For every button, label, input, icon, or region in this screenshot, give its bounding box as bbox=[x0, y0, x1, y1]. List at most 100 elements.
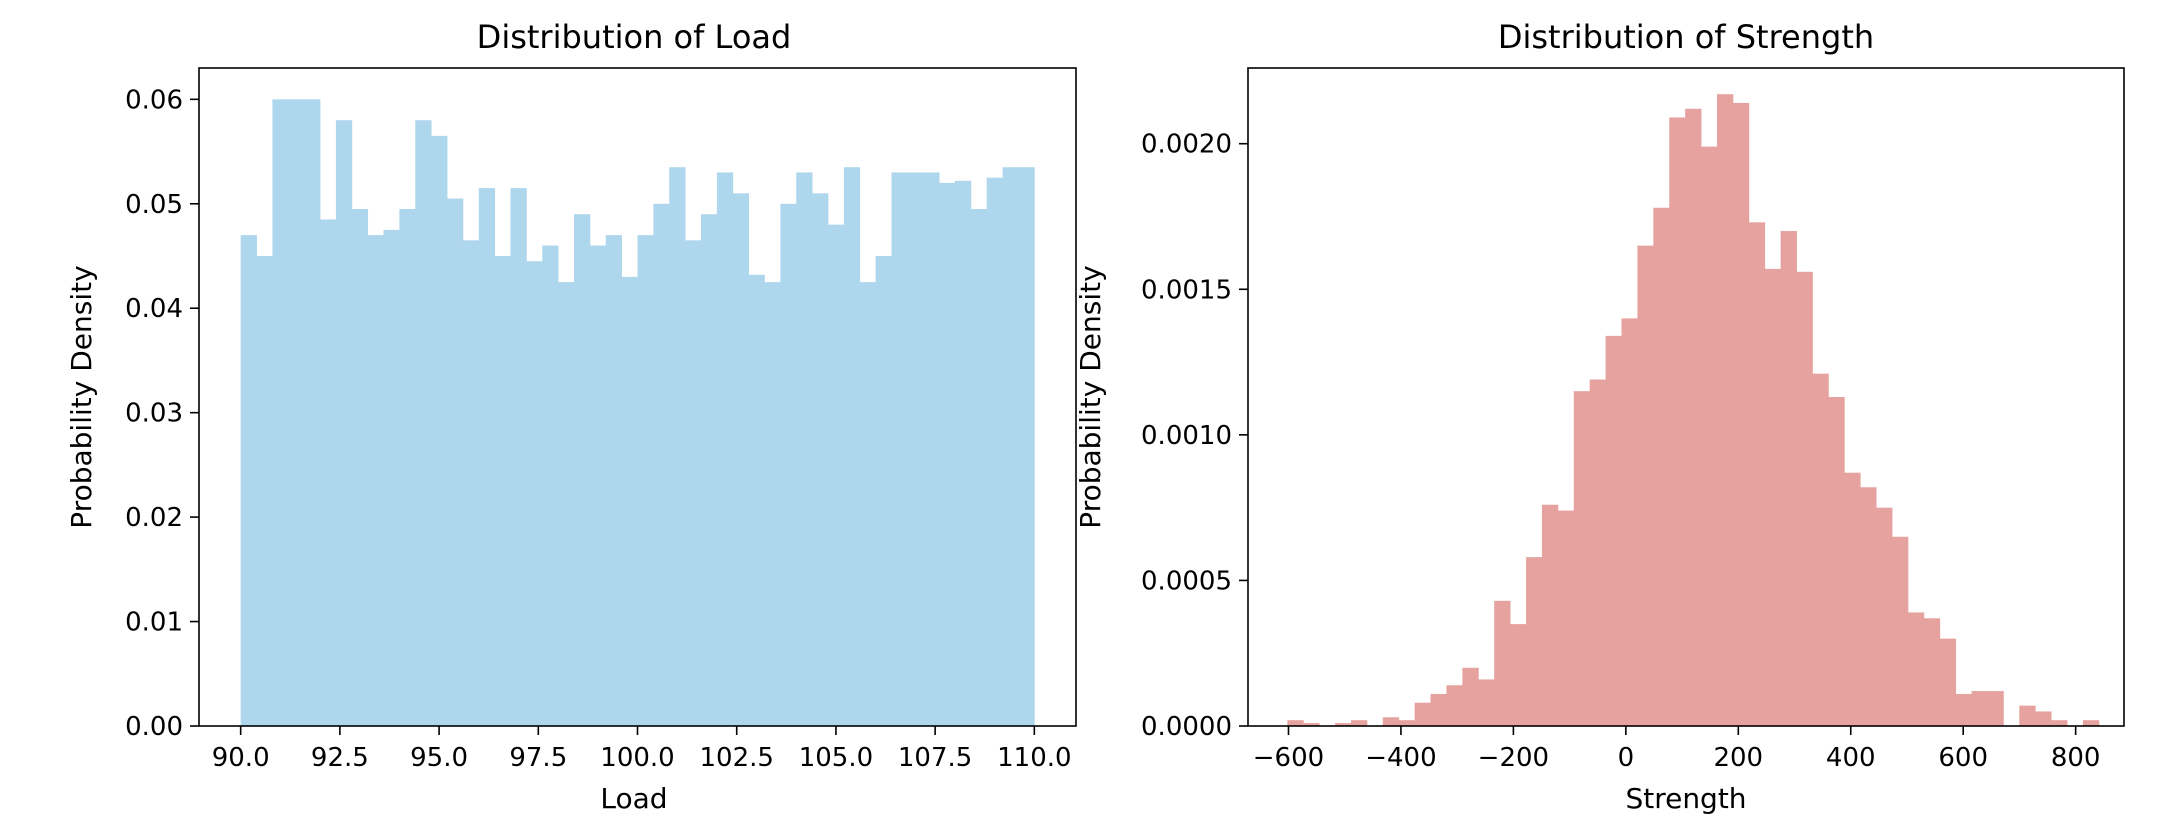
load-histogram-bar bbox=[256, 256, 273, 726]
load-x-tick-label: 90.0 bbox=[212, 743, 270, 773]
strength-histogram-bar bbox=[1382, 717, 1400, 726]
load-histogram-bar bbox=[605, 235, 623, 727]
load-histogram-bar bbox=[1002, 167, 1019, 727]
load-histogram-bar bbox=[320, 219, 337, 726]
strength-histogram-bar bbox=[1716, 94, 1734, 726]
load-histogram-panel: Distribution of Load 0.000.010.020.030.0… bbox=[65, 18, 1077, 815]
strength-histogram-bar bbox=[1637, 245, 1654, 726]
load-histogram-bar bbox=[367, 235, 384, 727]
strength-histogram-bar bbox=[1796, 271, 1813, 726]
strength-histogram-bars bbox=[1287, 94, 2100, 727]
load-histogram-bar bbox=[335, 120, 353, 727]
load-y-tick-label: 0.05 bbox=[125, 190, 183, 220]
load-histogram-bar bbox=[653, 203, 670, 726]
load-histogram-bar bbox=[764, 282, 781, 726]
strength-histogram-bar bbox=[1541, 504, 1559, 726]
strength-histogram-bar bbox=[2019, 705, 2036, 726]
strength-histogram-bar bbox=[1526, 557, 1543, 726]
load-histogram-bar bbox=[796, 172, 813, 726]
load-histogram-bar bbox=[447, 198, 464, 726]
strength-y-tick-label: 0.0015 bbox=[1141, 275, 1232, 305]
strength-histogram-bar bbox=[1351, 720, 1368, 726]
load-histogram-bar bbox=[383, 229, 400, 726]
load-histogram-bar bbox=[685, 240, 702, 726]
strength-histogram-bar bbox=[1605, 335, 1622, 726]
strength-x-tick-label: −200 bbox=[1478, 743, 1549, 773]
strength-histogram-bar bbox=[1987, 691, 2004, 726]
load-x-axis-ticks: 90.0 92.5 95.0 97.5 100.0 102.5 105.0 107.5 110.… bbox=[212, 726, 1072, 773]
strength-histogram-bar bbox=[1876, 507, 1893, 726]
load-histogram-bar bbox=[510, 188, 527, 727]
strength-histogram-panel: Distribution of Strength 0.00000.00050.0… bbox=[1074, 18, 2125, 815]
strength-histogram-bar bbox=[1780, 231, 1797, 727]
strength-histogram-bar bbox=[1971, 691, 1988, 726]
strength-histogram-bar bbox=[2082, 720, 2100, 726]
load-histogram-bar bbox=[875, 256, 892, 726]
strength-histogram-bar bbox=[1892, 536, 1909, 726]
strength-histogram-bar bbox=[1462, 667, 1479, 726]
load-x-axis-label: Load bbox=[600, 782, 667, 815]
strength-histogram-bar bbox=[1430, 693, 1447, 726]
load-y-tick-label: 0.06 bbox=[125, 85, 183, 115]
load-histogram-bar bbox=[939, 182, 956, 726]
load-histogram-bar bbox=[907, 172, 924, 726]
load-histogram-bar bbox=[637, 235, 654, 727]
strength-histogram-bar bbox=[1510, 624, 1527, 726]
load-histogram-bar bbox=[399, 209, 416, 726]
load-histogram-bar bbox=[843, 167, 861, 727]
strength-histogram-bar bbox=[1335, 723, 1352, 726]
load-histogram-bar bbox=[288, 99, 305, 726]
load-histogram-bar bbox=[478, 188, 496, 727]
load-histogram-bar bbox=[859, 282, 876, 726]
strength-histogram-bar bbox=[1701, 146, 1718, 727]
load-x-tick-label: 97.5 bbox=[509, 743, 567, 773]
load-histogram-bars bbox=[240, 99, 1035, 727]
load-x-tick-label: 110.0 bbox=[997, 743, 1071, 773]
strength-y-axis-ticks: 0.0000 0.0005 0.0010 0.0015 0.0020 bbox=[1141, 130, 1248, 742]
strength-y-tick-label: 0.0010 bbox=[1141, 421, 1232, 451]
strength-x-tick-label: −600 bbox=[1253, 743, 1324, 773]
load-y-tick-label: 0.01 bbox=[125, 608, 183, 638]
strength-histogram-bar bbox=[1557, 510, 1575, 726]
strength-x-tick-label: −400 bbox=[1365, 743, 1436, 773]
strength-histogram-bar bbox=[1939, 638, 1957, 726]
load-histogram-bar bbox=[542, 245, 559, 726]
load-histogram-bar bbox=[526, 261, 543, 726]
strength-histogram-bar bbox=[1621, 318, 1638, 726]
strength-histogram-bar bbox=[1589, 379, 1606, 726]
load-histogram-bar bbox=[669, 167, 686, 727]
strength-histogram-bar bbox=[1287, 720, 1304, 726]
load-histogram-bar bbox=[589, 245, 607, 726]
load-histogram-bar bbox=[923, 172, 940, 726]
load-histogram-bar bbox=[732, 193, 750, 726]
strength-y-tick-label: 0.0005 bbox=[1141, 566, 1232, 596]
strength-histogram-bar bbox=[1828, 397, 1845, 726]
strength-histogram-bar bbox=[1303, 723, 1320, 726]
load-histogram-bar bbox=[1018, 167, 1035, 727]
strength-y-tick-label: 0.0000 bbox=[1141, 712, 1232, 742]
load-y-tick-label: 0.04 bbox=[125, 294, 183, 324]
strength-histogram-bar bbox=[1398, 720, 1416, 726]
load-histogram-bar bbox=[970, 209, 988, 726]
load-histogram-bar bbox=[716, 172, 734, 726]
load-histogram-bar bbox=[462, 240, 480, 726]
load-y-axis-label: Probability Density bbox=[65, 265, 98, 528]
load-histogram-bar bbox=[986, 177, 1003, 727]
strength-x-tick-label: 200 bbox=[1713, 743, 1763, 773]
load-y-tick-label: 0.00 bbox=[125, 712, 183, 742]
load-histogram-bar bbox=[954, 180, 972, 727]
load-chart-title: Distribution of Load bbox=[477, 18, 792, 56]
load-histogram-bar bbox=[304, 99, 321, 726]
load-histogram-bar bbox=[621, 276, 638, 726]
strength-x-tick-label: 400 bbox=[1826, 743, 1876, 773]
load-histogram-bar bbox=[891, 172, 908, 726]
load-histogram-bar bbox=[415, 120, 432, 727]
load-histogram-bar bbox=[351, 209, 369, 726]
load-x-tick-label: 105.0 bbox=[799, 743, 873, 773]
strength-histogram-bar bbox=[1764, 268, 1782, 726]
strength-histogram-bar bbox=[1812, 373, 1829, 726]
load-y-tick-label: 0.03 bbox=[125, 399, 183, 429]
load-x-tick-label: 100.0 bbox=[600, 743, 674, 773]
load-histogram-bar bbox=[780, 203, 797, 726]
